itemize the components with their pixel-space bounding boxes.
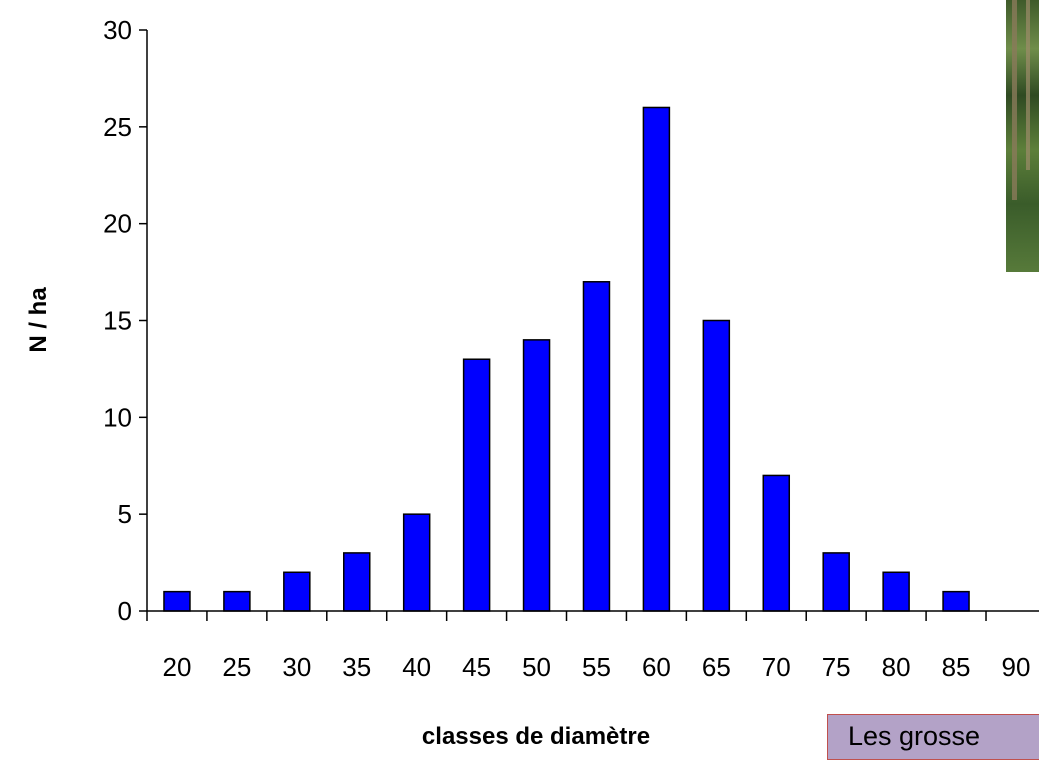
note-text: Les grosse <box>848 721 981 751</box>
bar-55 <box>582 281 611 612</box>
bar-35 <box>343 552 371 612</box>
bar-30 <box>283 571 311 612</box>
x-tick-label: 90 <box>1002 652 1031 682</box>
x-tick-label: 75 <box>822 652 851 682</box>
x-tick-label: 60 <box>642 652 671 682</box>
bar-45 <box>462 358 491 612</box>
y-tick-label: 30 <box>103 15 132 45</box>
x-tick-label: 70 <box>762 652 791 682</box>
bar-50 <box>522 339 551 612</box>
bar-20 <box>163 590 191 612</box>
x-tick-label: 80 <box>882 652 911 682</box>
bar-70 <box>762 474 791 612</box>
bar-85 <box>942 590 970 612</box>
y-tick-label: 25 <box>103 112 132 142</box>
x-tick-label: 45 <box>462 652 491 682</box>
x-tick-label: 40 <box>402 652 431 682</box>
x-tick-label: 65 <box>702 652 731 682</box>
y-tick-label: 15 <box>103 306 132 336</box>
y-tick-label: 5 <box>118 499 132 529</box>
x-tick-label: 30 <box>282 652 311 682</box>
y-tick-label: 20 <box>103 209 132 239</box>
bar-60 <box>642 106 671 612</box>
bar-25 <box>223 590 251 612</box>
y-axis-title: N / ha <box>25 287 52 353</box>
note-box: Les grosse <box>827 714 1039 760</box>
x-tick-label: 25 <box>222 652 251 682</box>
y-axis-ticks: 0 5 10 15 20 25 30 <box>103 15 147 626</box>
x-tick-label: 55 <box>582 652 611 682</box>
bar-75 <box>822 552 850 612</box>
x-tick-label: 20 <box>163 652 192 682</box>
x-axis-ticks: 20 25 30 35 40 45 50 55 60 65 70 75 80 85 90 <box>146 611 1031 682</box>
bar-65 <box>702 319 731 612</box>
bars <box>163 106 970 612</box>
x-tick-label: 35 <box>342 652 371 682</box>
bar-40 <box>402 513 431 612</box>
y-tick-label: 10 <box>103 402 132 432</box>
x-tick-label: 85 <box>942 652 971 682</box>
x-tick-label: 50 <box>522 652 551 682</box>
x-axis-title: classes de diamètre <box>422 723 650 750</box>
forest-photo <box>1006 0 1039 272</box>
y-tick-label: 0 <box>118 596 132 626</box>
bar-80 <box>882 571 910 612</box>
